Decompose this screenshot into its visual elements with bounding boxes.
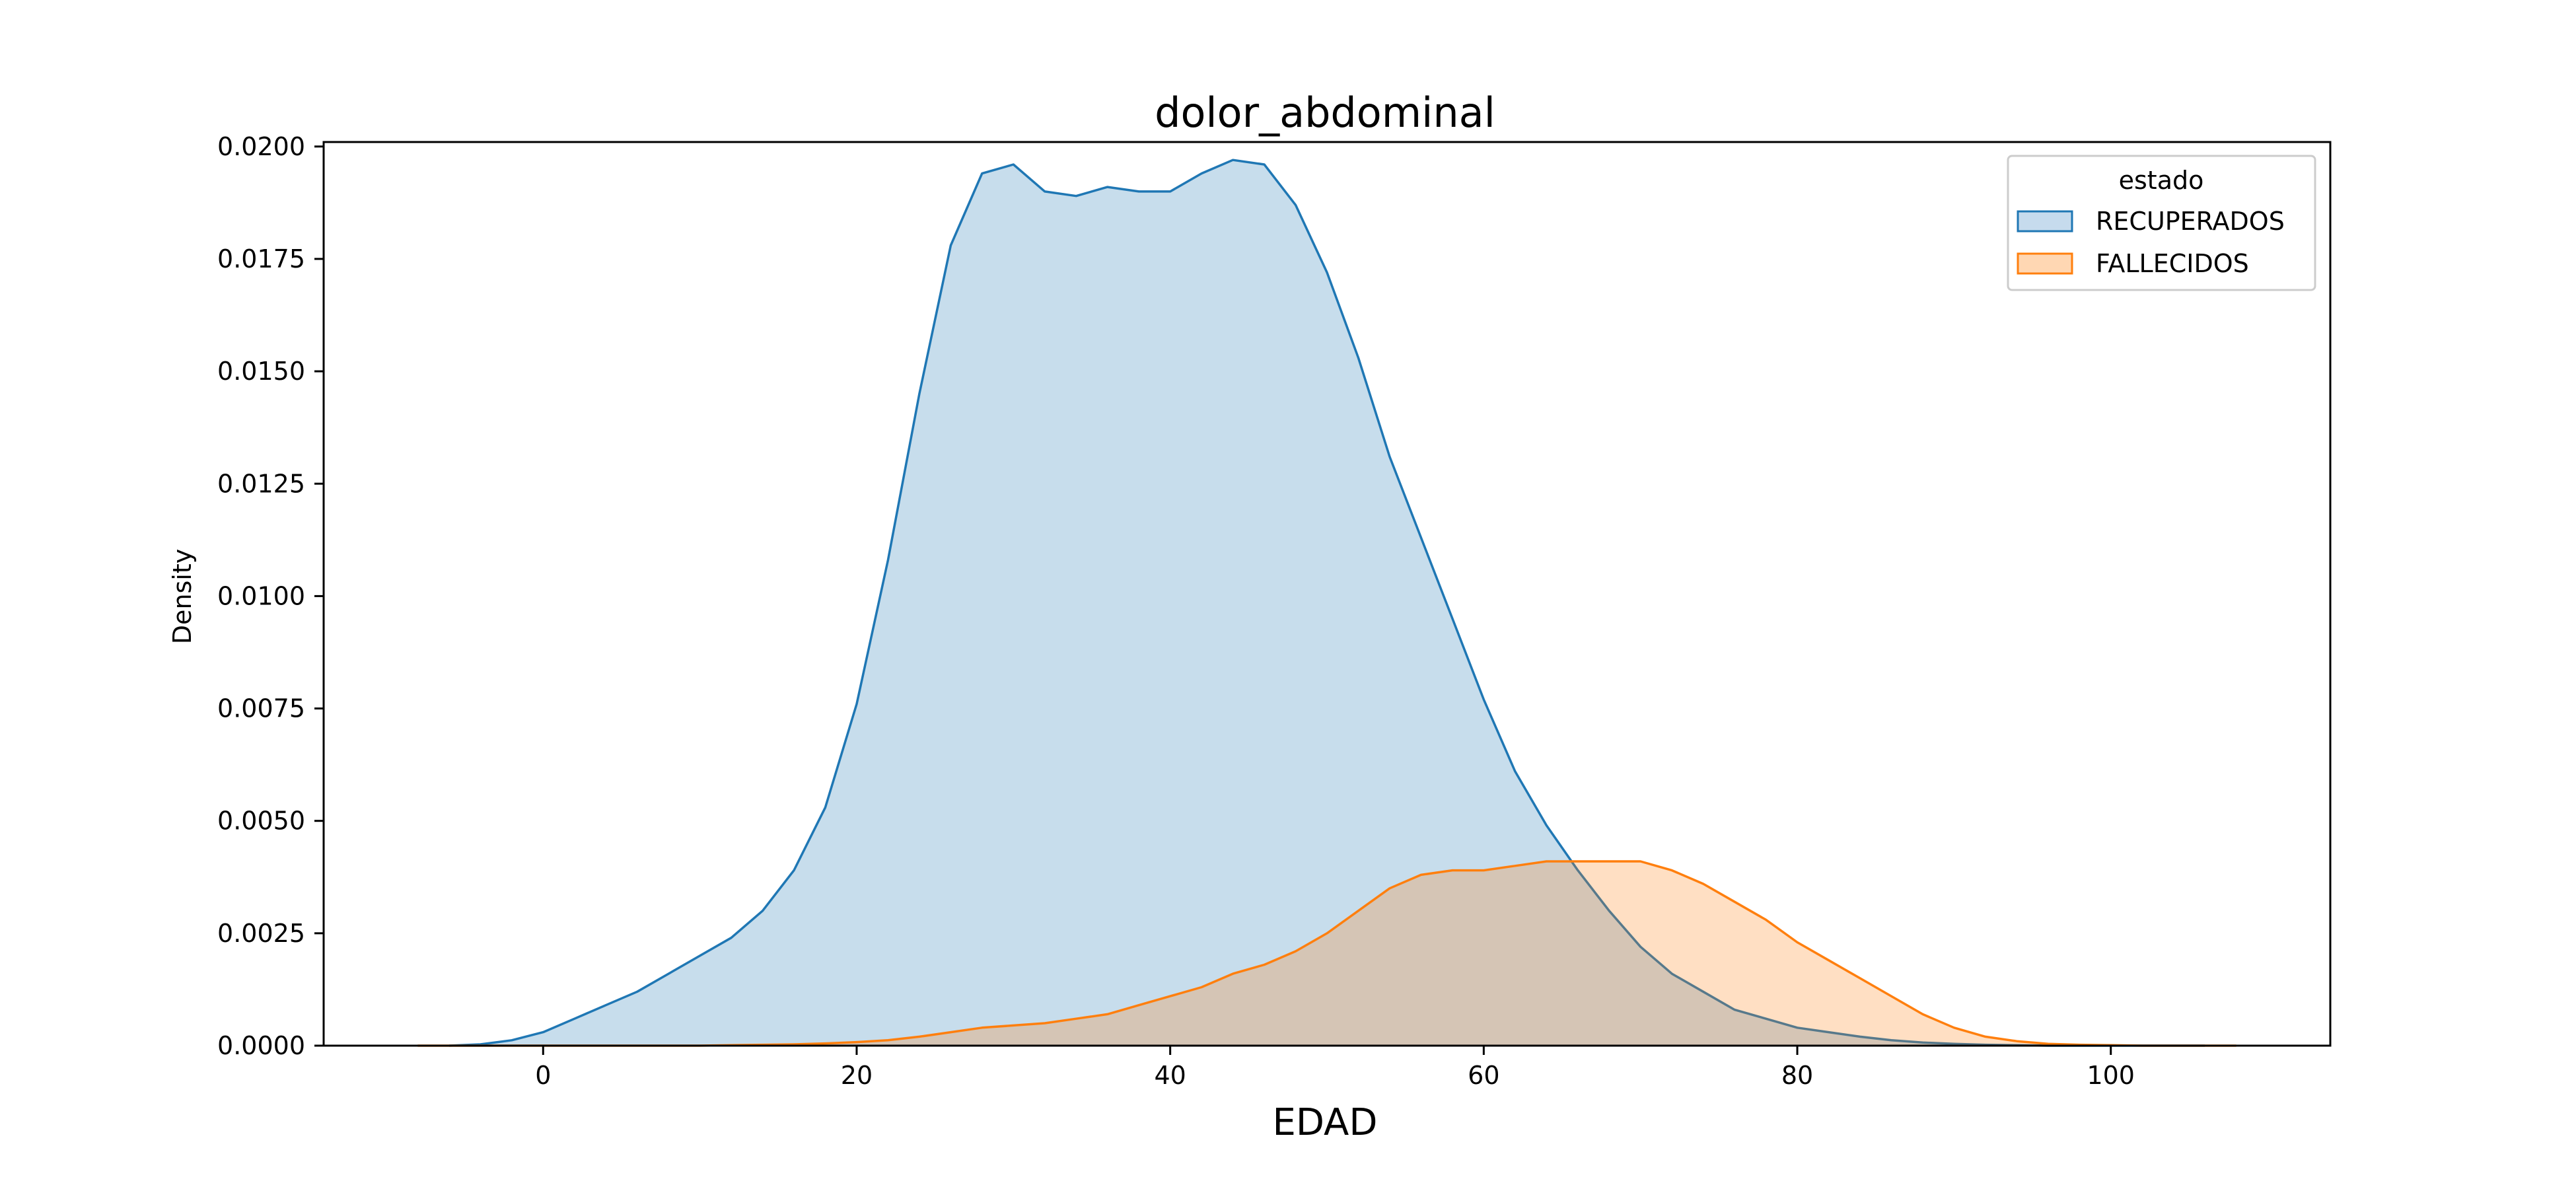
legend-label-recuperados: RECUPERADOS [2096, 207, 2285, 236]
y-tick-label: 0.0200 [217, 132, 305, 161]
x-tick-label: 0 [535, 1061, 551, 1090]
legend-swatch-recuperados [2017, 210, 2073, 233]
y-tick-label: 0.0175 [217, 244, 305, 273]
x-tick-label: 60 [1468, 1061, 1499, 1090]
density-area-recuperados [448, 160, 2205, 1046]
x-axis: 0 20 40 60 80 100 [535, 1046, 2135, 1090]
y-tick-label: 0.0050 [217, 807, 305, 836]
y-tick-label: 0.0125 [217, 469, 305, 498]
legend-title: estado [2119, 166, 2204, 195]
legend-swatch-fallecidos [2017, 252, 2073, 275]
chart-title: dolor_abdominal [1155, 89, 1495, 137]
y-tick-label: 0.0150 [217, 357, 305, 386]
y-tick-label: 0.0075 [217, 694, 305, 723]
y-axis-label: Density [168, 549, 197, 644]
x-tick-label: 100 [2087, 1061, 2135, 1090]
legend-box [2007, 155, 2316, 291]
legend-label-fallecidos: FALLECIDOS [2096, 249, 2249, 278]
density-line-recuperados [448, 159, 2205, 1047]
density-area-fallecidos [417, 861, 2236, 1046]
y-tick-label: 0.0025 [217, 919, 305, 948]
y-tick-label: 0.0100 [217, 581, 305, 610]
legend: estado RECUPERADOS FALLECIDOS [2007, 155, 2316, 291]
x-tick-label: 80 [1781, 1061, 1813, 1090]
y-tick-label: 0.0000 [217, 1031, 305, 1060]
y-axis: 0.0000 0.0025 0.0050 0.0075 0.0100 0.0125 0.01… [217, 132, 324, 1060]
x-tick-label: 40 [1154, 1061, 1186, 1090]
x-axis-label: EDAD [1273, 1101, 1378, 1144]
series-layer [417, 159, 2236, 1047]
plot-frame [322, 141, 2332, 1047]
x-tick-label: 20 [841, 1061, 873, 1090]
